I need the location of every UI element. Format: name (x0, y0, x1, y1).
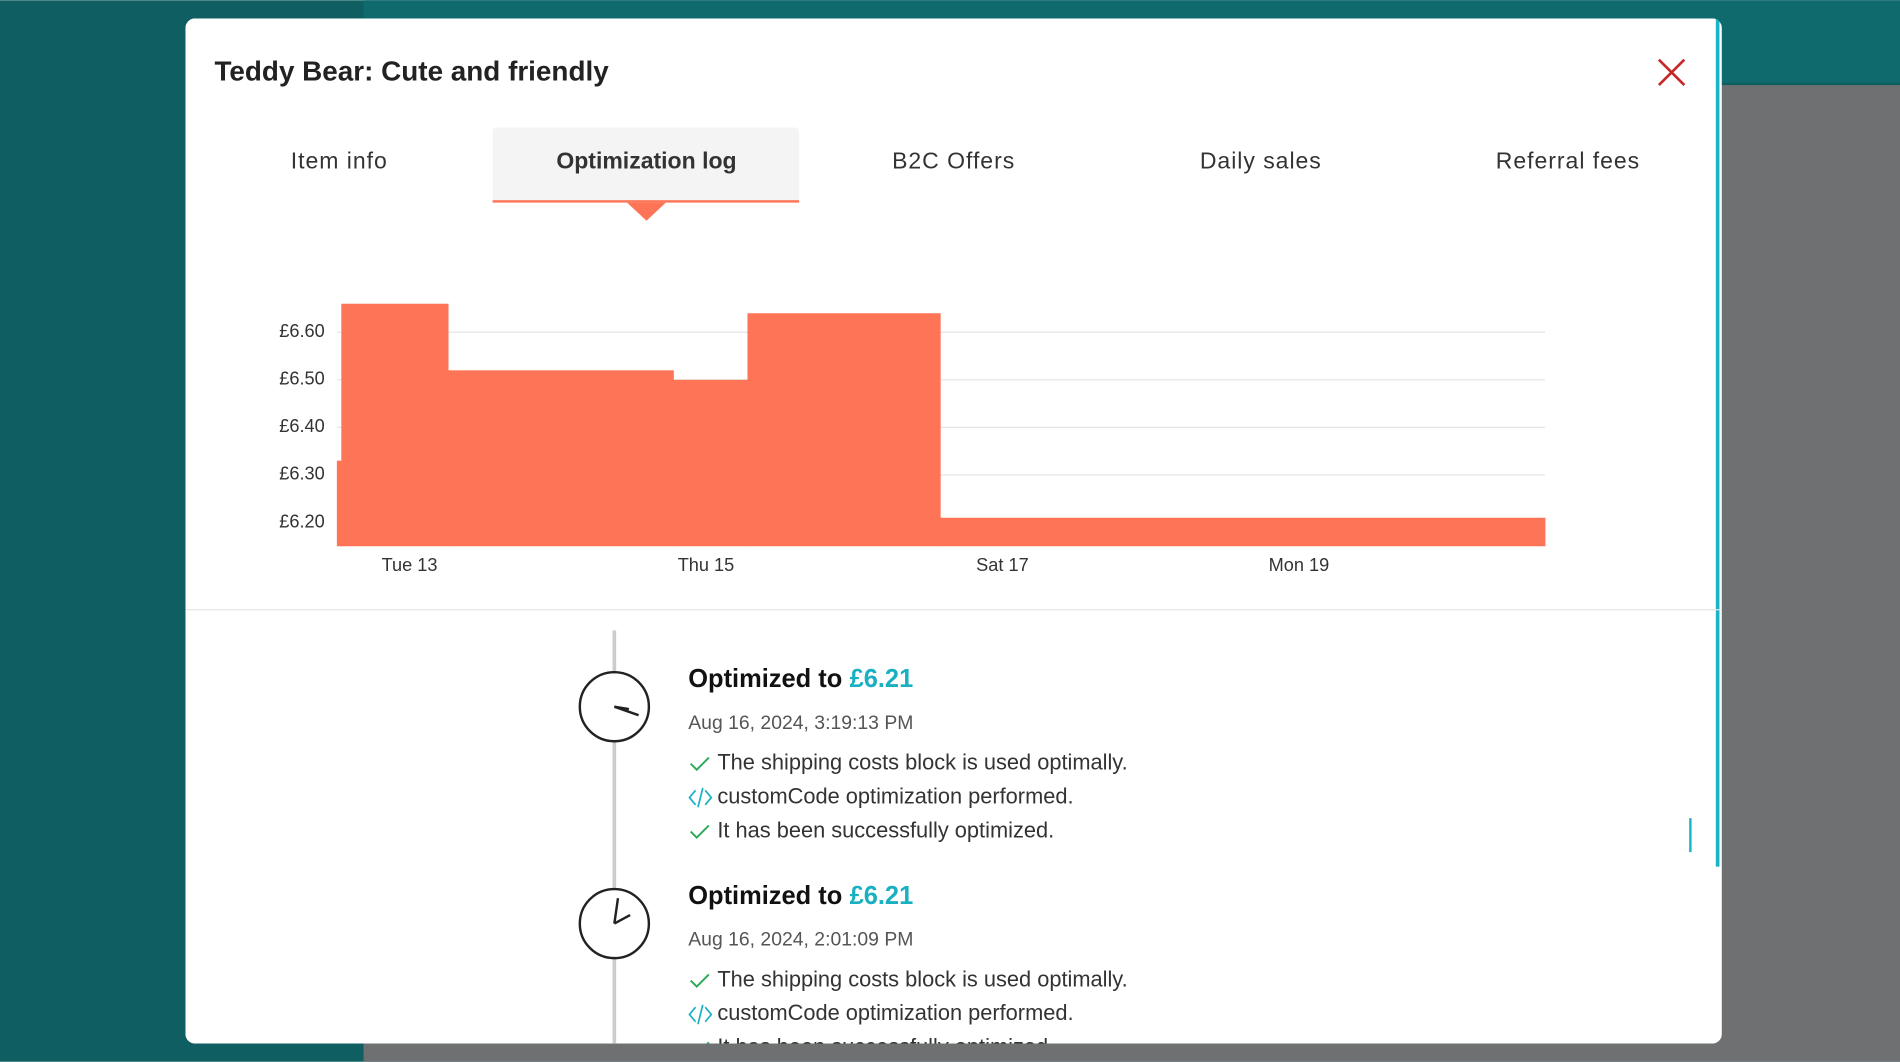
tab[interactable]: Item info (291, 148, 388, 174)
tab-label: Referral fees (1496, 148, 1640, 174)
tabs: Item info Optimization log B2C Offers Daily… (291, 127, 1640, 221)
heading-price: £6.21 (850, 665, 914, 693)
check-icon (690, 973, 710, 988)
tab-label: Item info (291, 148, 388, 174)
log-message: The shipping costs block is used optimal… (717, 749, 1127, 774)
clock-hand (614, 705, 630, 711)
log: Optimized to £6.21 Aug 16, 2024, 3:19:13 P… (578, 665, 1128, 1059)
log-date: Aug 16, 2024, 2:01:09 PM (688, 929, 913, 951)
scrollbar (1715, 18, 1720, 867)
log-message: customCode optimization performed. (717, 1000, 1073, 1025)
tab-pointer (627, 202, 666, 221)
code-icon (688, 1004, 713, 1025)
modal: Teddy Bear: Cute and friendly Item info O… (185, 18, 1722, 1059)
log-date: Aug 16, 2024, 3:19:13 PM (688, 712, 913, 734)
log-message: It has been successfully optimized. (717, 817, 1054, 842)
chart: £6.20 £6.30 £6.40 £6.50 £6.60 Tue 13 Thu 15 Sat… (279, 303, 1546, 575)
y-tick-label: £6.20 (279, 511, 324, 531)
log-message: customCode optimization performed. (717, 783, 1073, 808)
step-bar (341, 303, 449, 547)
log-entry: Optimized to £6.21 Aug 16, 2024, 3:19:13 P… (578, 665, 1128, 842)
x-tick-label: Tue 13 (382, 555, 438, 575)
tab[interactable]: Daily sales (1200, 148, 1322, 174)
step-bar (448, 370, 674, 547)
y-tick-label: £6.60 (279, 321, 324, 341)
tab-label: Daily sales (1200, 148, 1322, 174)
tab-active-bg (492, 127, 800, 202)
log-heading: Optimized to £6.21 (688, 665, 913, 693)
heading-text: Optimized to (688, 882, 842, 910)
close-button[interactable] (1657, 58, 1686, 87)
log-entry: Optimized to £6.21 Aug 16, 2024, 2:01:09 P… (578, 882, 1128, 1059)
step-bar (673, 379, 748, 547)
y-tick-label: £6.30 (279, 464, 324, 484)
code-icon (688, 787, 713, 808)
heading-text: Optimized to (688, 665, 842, 693)
modal-title: Teddy Bear: Cute and friendly (214, 55, 609, 86)
clock-hand (613, 914, 631, 925)
step-bar (336, 460, 342, 547)
check-icon (690, 756, 710, 772)
x-tick-label: Mon 19 (1269, 555, 1330, 575)
log-message: It has been successfully optimized. (717, 1034, 1054, 1059)
tab[interactable]: Optimization log (492, 127, 800, 221)
check-icon (690, 824, 710, 839)
y-tick-label: £6.40 (279, 416, 324, 436)
tab[interactable]: Referral fees (1496, 148, 1640, 174)
log-heading: Optimized to £6.21 (688, 882, 913, 910)
step-bar (940, 517, 1546, 547)
clock-hand (613, 897, 620, 924)
tab-label: B2C Offers (892, 148, 1015, 174)
x-tick-label: Sat 17 (976, 555, 1029, 575)
tab[interactable]: B2C Offers (892, 148, 1015, 174)
y-tick-label: £6.50 (279, 369, 324, 389)
heading-price: £6.21 (850, 882, 914, 910)
x-tick-label: Thu 15 (678, 555, 735, 575)
tab-label: Optimization log (556, 148, 736, 174)
step-bar (747, 313, 941, 547)
tab-underline (492, 200, 800, 203)
log-message: The shipping costs block is used optimal… (717, 966, 1127, 991)
